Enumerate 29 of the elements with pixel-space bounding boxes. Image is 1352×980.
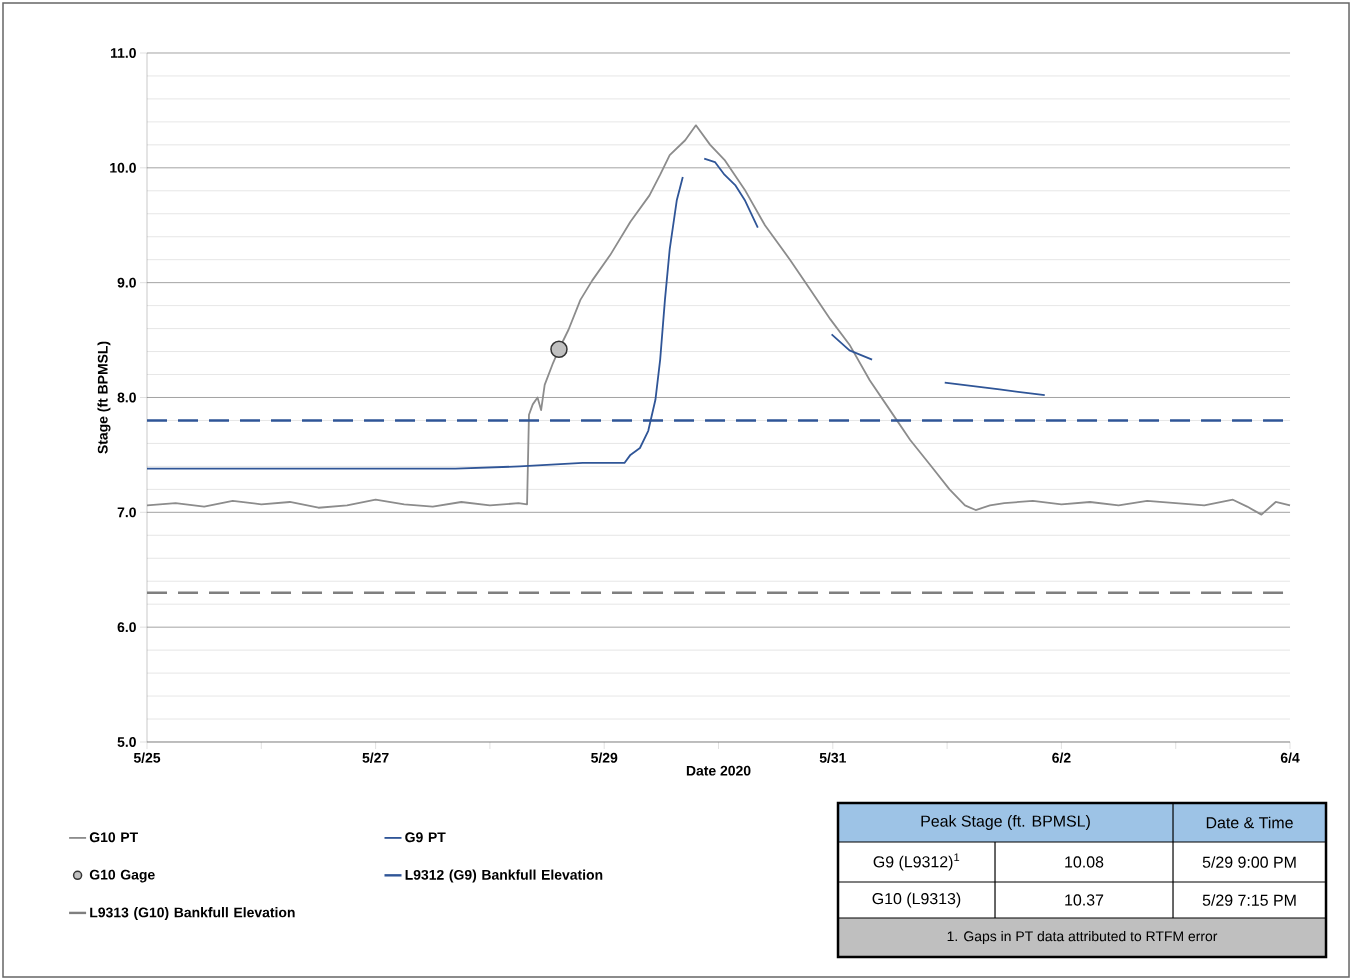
x-tick-label: 5/27 [362,752,389,763]
text: 5/29 7:15 PM [1202,894,1296,906]
legend-label: L9313 (G10) Bankfull Elevation [90,907,295,921]
legend-label: L9312 (G9) Bankfull Elevation [405,869,603,883]
text: G10 (L9313) [872,892,961,908]
x-tick-label: 5/29 [591,752,618,763]
y-tick-label: 6.0 [117,622,136,633]
x-tick-label: 5/25 [133,752,161,763]
y-tick-label: 10.0 [110,162,136,173]
x-tick-label: 6/2 [1052,752,1071,763]
text: G9 (L9312)$^{1}$ [873,853,960,871]
legend-label: G10 PT [89,832,138,843]
y-tick-label: 9.0 [117,277,136,288]
legend-label: G9 PT [405,832,446,843]
y-tick-label: 8.0 [117,392,136,403]
y-tick-label: 11.0 [110,48,136,58]
x-tick-label: 5/31 [819,752,847,763]
y-axis-title: Stage (ft BPMSL) [97,341,111,454]
legend-label: G10 Gage [89,869,155,883]
x-tick-label: 6/4 [1280,752,1300,763]
y-tick-label: 5.0 [117,737,136,747]
text: 5/29 9:00 PM [1202,856,1296,868]
x-axis-title: Date 2020 [686,765,751,776]
text: Peak Stage (ft. BPMSL) [921,815,1090,830]
y-tick-label: 7.0 [117,507,136,518]
text: Date & Time [1206,816,1293,829]
text: 10.37 [1065,894,1104,906]
text: 1. Gaps in PT data attributed to RTFM error [947,931,1218,944]
text: 10.08 [1065,856,1104,868]
